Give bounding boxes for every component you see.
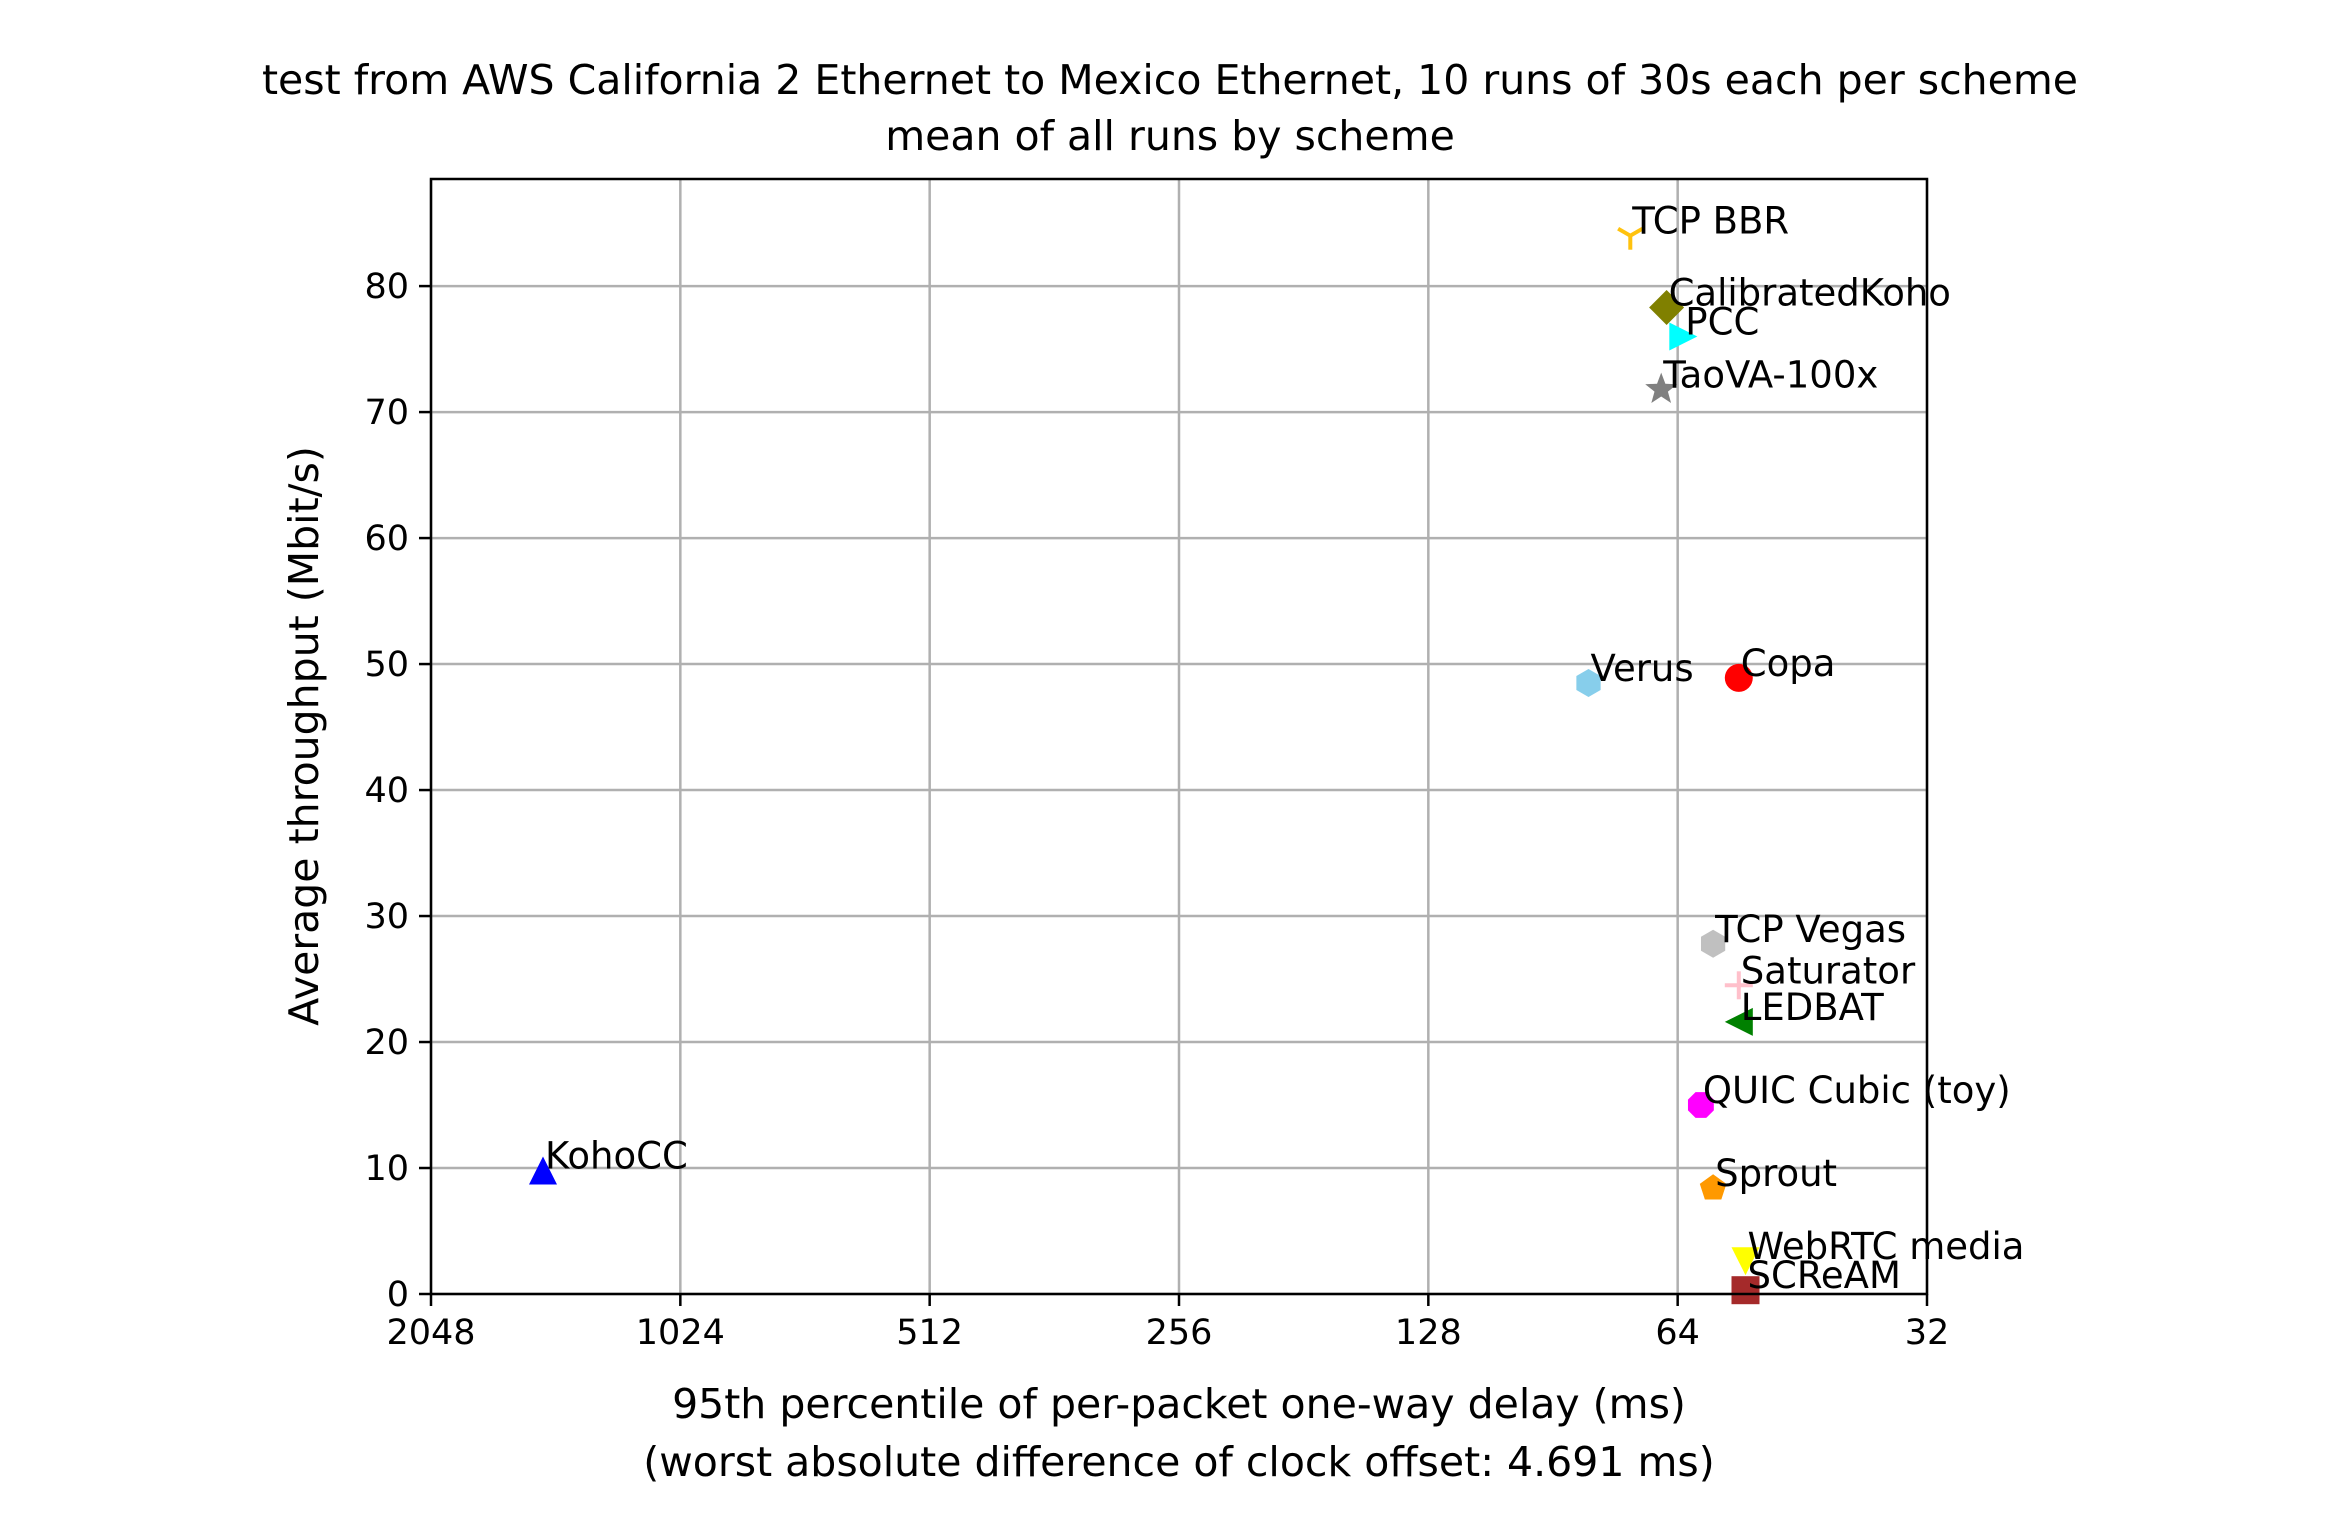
- y-tick-label: 50: [364, 645, 409, 685]
- y-tick-label: 20: [364, 1023, 409, 1063]
- point-tcp-bbr: [1617, 226, 1644, 250]
- y-tick-label: 40: [364, 771, 409, 811]
- x-tick-label: 2048: [386, 1313, 475, 1353]
- x-axis-label: 95th percentile of per-packet one-way de…: [672, 1380, 1686, 1428]
- point-tcp-vegas: [1700, 929, 1726, 958]
- point-pcc: [1669, 322, 1698, 351]
- point-label: Saturator: [1741, 949, 1916, 992]
- point-label: WebRTC media: [1748, 1225, 2025, 1268]
- axis-ticks: 2048 1024 512 256 128 64 32 0 10 20 30 40 50 60 70 80: [364, 267, 1949, 1353]
- point-ledbat: [1724, 1007, 1753, 1036]
- point-verus: [1576, 669, 1601, 697]
- chart-subtitle: mean of all runs by scheme: [885, 112, 1455, 160]
- point-kohocc: [529, 1156, 557, 1185]
- x-tick-label: 64: [1655, 1313, 1700, 1353]
- point-label: Verus: [1591, 647, 1694, 690]
- point-copa: [1724, 663, 1753, 692]
- y-tick-label: 0: [387, 1275, 409, 1315]
- chart-title: test from AWS California 2 Ethernet to M…: [262, 56, 2078, 104]
- point-label: KohoCC: [545, 1135, 688, 1178]
- x-axis-label-secondary: (worst absolute difference of clock offs…: [643, 1438, 1715, 1486]
- point-quic-cubic-toy: [1687, 1092, 1714, 1118]
- point-label: SCReAM: [1748, 1254, 1901, 1297]
- point-scream: [1731, 1276, 1760, 1305]
- x-tick-label: 32: [1905, 1313, 1950, 1353]
- y-tick-label: 10: [364, 1149, 409, 1189]
- point-calibratedkoho: [1649, 290, 1685, 325]
- point-label: Copa: [1741, 642, 1836, 685]
- x-tick-label: 128: [1395, 1313, 1462, 1353]
- y-tick-label: 80: [364, 267, 409, 307]
- point-label: LEDBAT: [1741, 986, 1884, 1029]
- point-label: TCP Vegas: [1714, 908, 1906, 951]
- point-label: Sprout: [1715, 1152, 1837, 1195]
- y-tick-label: 60: [364, 519, 409, 559]
- x-tick-label: 512: [896, 1313, 963, 1353]
- y-tick-label: 30: [364, 897, 409, 937]
- point-label: QUIC Cubic (toy): [1703, 1069, 2011, 1112]
- point-label: TaoVA-100x: [1662, 353, 1878, 396]
- point-taova-100x: [1645, 372, 1678, 403]
- point-label: CalibratedKoho: [1669, 272, 1951, 315]
- point-saturator: [1724, 971, 1753, 1000]
- grid-lines: [429, 179, 1929, 1296]
- plot-frame: [429, 177, 1929, 1296]
- point-webrtc-media: [1731, 1247, 1760, 1276]
- point-sprout: [1699, 1174, 1727, 1200]
- x-tick-label: 256: [1146, 1313, 1213, 1353]
- y-tick-label: 70: [364, 393, 409, 433]
- point-label: PCC: [1685, 301, 1759, 344]
- y-axis-label: Average throughput (Mbit/s): [280, 446, 328, 1026]
- x-tick-label: 1024: [636, 1313, 725, 1353]
- point-label: TCP BBR: [1631, 200, 1789, 243]
